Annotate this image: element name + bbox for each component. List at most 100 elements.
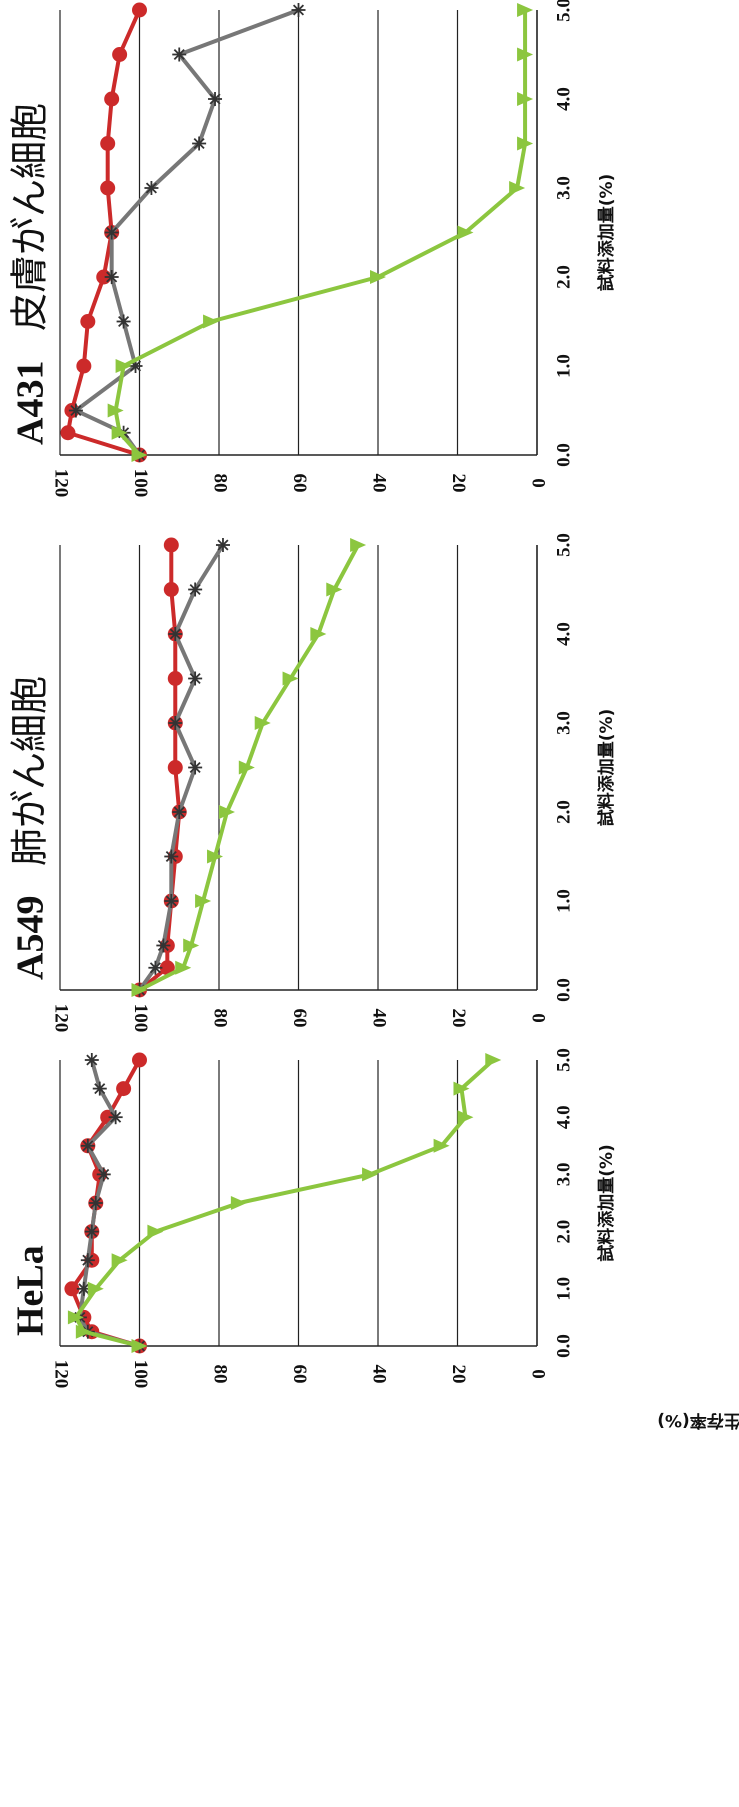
chart-panel-2: 0 20 40 60 80 100 120 0.0 1.0 2.0 3.0 4.0 5.0 試料添加量(%… bbox=[10, 0, 617, 497]
series-line bbox=[73, 1058, 495, 1348]
dose-tick-label: 0.0 bbox=[553, 978, 574, 1002]
star-stroke bbox=[90, 1197, 102, 1209]
data-point bbox=[457, 1110, 474, 1125]
dose-tick-label: 3.0 bbox=[553, 1163, 574, 1187]
x-axis-title: 試料添加量(%) bbox=[596, 709, 617, 827]
value-tick-label: 20 bbox=[448, 474, 469, 493]
data-point bbox=[111, 1253, 128, 1268]
chart-panel-0: 0 20 40 60 80 100 120 0.0 1.0 2.0 3.0 4.0 5.0 試料添加量(%… bbox=[10, 1048, 617, 1388]
star-stroke bbox=[129, 360, 142, 372]
star-stroke bbox=[209, 93, 221, 105]
data-point bbox=[80, 1253, 95, 1268]
data-point bbox=[108, 1110, 123, 1125]
data-point bbox=[104, 91, 120, 107]
value-tick-label: 80 bbox=[210, 1009, 231, 1028]
data-point bbox=[203, 314, 220, 329]
data-point bbox=[230, 1196, 247, 1210]
data-point bbox=[116, 1081, 132, 1097]
data-point bbox=[159, 960, 175, 976]
dose-tick-label: 1.0 bbox=[553, 1277, 574, 1301]
value-tick-label: 0 bbox=[528, 1013, 549, 1023]
data-point bbox=[188, 582, 203, 597]
value-tick-label: 60 bbox=[289, 474, 310, 493]
dose-tick-label: 4.0 bbox=[553, 622, 574, 646]
value-tick-label: 40 bbox=[369, 1009, 390, 1028]
data-point bbox=[147, 1224, 164, 1239]
dose-tick-label: 0.0 bbox=[553, 443, 574, 467]
data-point bbox=[175, 960, 192, 975]
dose-tick-label: 4.0 bbox=[553, 87, 574, 111]
data-point bbox=[168, 627, 183, 641]
data-point bbox=[87, 1281, 104, 1296]
data-point bbox=[218, 805, 235, 819]
star-stroke bbox=[70, 404, 82, 417]
data-point bbox=[164, 894, 179, 908]
star-stroke bbox=[86, 1226, 98, 1238]
data-point bbox=[192, 136, 207, 151]
data-point bbox=[215, 538, 230, 552]
data-point bbox=[144, 181, 159, 195]
data-point bbox=[509, 181, 526, 195]
dose-tick-label: 2.0 bbox=[553, 1220, 574, 1244]
star-stroke bbox=[169, 717, 181, 729]
dose-tick-label: 4.0 bbox=[553, 1105, 574, 1129]
data-point bbox=[188, 671, 203, 686]
dose-tick-label: 0.0 bbox=[553, 1334, 574, 1358]
data-point bbox=[132, 2, 147, 18]
dose-tick-label: 3.0 bbox=[553, 711, 574, 735]
data-point bbox=[96, 1167, 111, 1182]
data-point bbox=[172, 47, 187, 62]
data-point bbox=[132, 1052, 147, 1068]
star-stroke bbox=[193, 137, 205, 150]
data-point bbox=[115, 359, 132, 373]
data-point bbox=[163, 582, 179, 597]
data-point bbox=[282, 671, 299, 686]
star-stroke bbox=[157, 939, 169, 952]
data-point bbox=[75, 1324, 92, 1339]
star-stroke bbox=[106, 226, 118, 239]
data-point bbox=[326, 582, 343, 597]
star-stroke bbox=[82, 1140, 94, 1152]
dose-tick-label: 5.0 bbox=[553, 0, 574, 22]
data-point bbox=[291, 3, 306, 17]
data-point bbox=[64, 1281, 80, 1297]
data-point bbox=[370, 270, 386, 284]
star-stroke bbox=[217, 539, 229, 551]
data-point bbox=[84, 1224, 99, 1239]
star-stroke bbox=[110, 1111, 122, 1123]
dose-tick-label: 1.0 bbox=[553, 354, 574, 378]
star-stroke bbox=[82, 1254, 94, 1266]
star-stroke bbox=[173, 48, 185, 61]
data-point bbox=[131, 983, 148, 997]
dose-tick-label: 1.0 bbox=[553, 889, 574, 913]
star-stroke bbox=[78, 1283, 90, 1295]
data-point bbox=[208, 92, 223, 106]
dose-tick-label: 3.0 bbox=[553, 176, 574, 200]
data-point bbox=[433, 1138, 450, 1153]
data-point bbox=[517, 92, 534, 106]
y-axis-title: 細胞生存率(%) bbox=[657, 1410, 739, 1431]
dose-tick-label: 2.0 bbox=[553, 800, 574, 824]
star-stroke bbox=[86, 1054, 98, 1066]
data-point bbox=[100, 136, 116, 151]
data-point bbox=[238, 760, 255, 775]
data-point bbox=[148, 960, 163, 975]
data-point bbox=[183, 938, 200, 953]
data-point bbox=[68, 403, 83, 418]
value-tick-label: 20 bbox=[448, 1365, 469, 1384]
star-stroke bbox=[189, 761, 201, 774]
star-stroke bbox=[292, 4, 305, 16]
data-point bbox=[92, 1081, 107, 1096]
data-point bbox=[310, 627, 327, 641]
star-stroke bbox=[98, 1168, 110, 1180]
star-stroke bbox=[145, 182, 157, 194]
dose-tick-label: 2.0 bbox=[553, 265, 574, 289]
x-axis-title: 試料添加量(%) bbox=[596, 174, 617, 292]
dose-tick-label: 5.0 bbox=[553, 1048, 574, 1072]
data-point bbox=[362, 1167, 379, 1182]
data-point bbox=[80, 314, 96, 329]
star-stroke bbox=[118, 315, 130, 328]
star-stroke bbox=[165, 895, 177, 907]
data-point bbox=[457, 225, 474, 240]
